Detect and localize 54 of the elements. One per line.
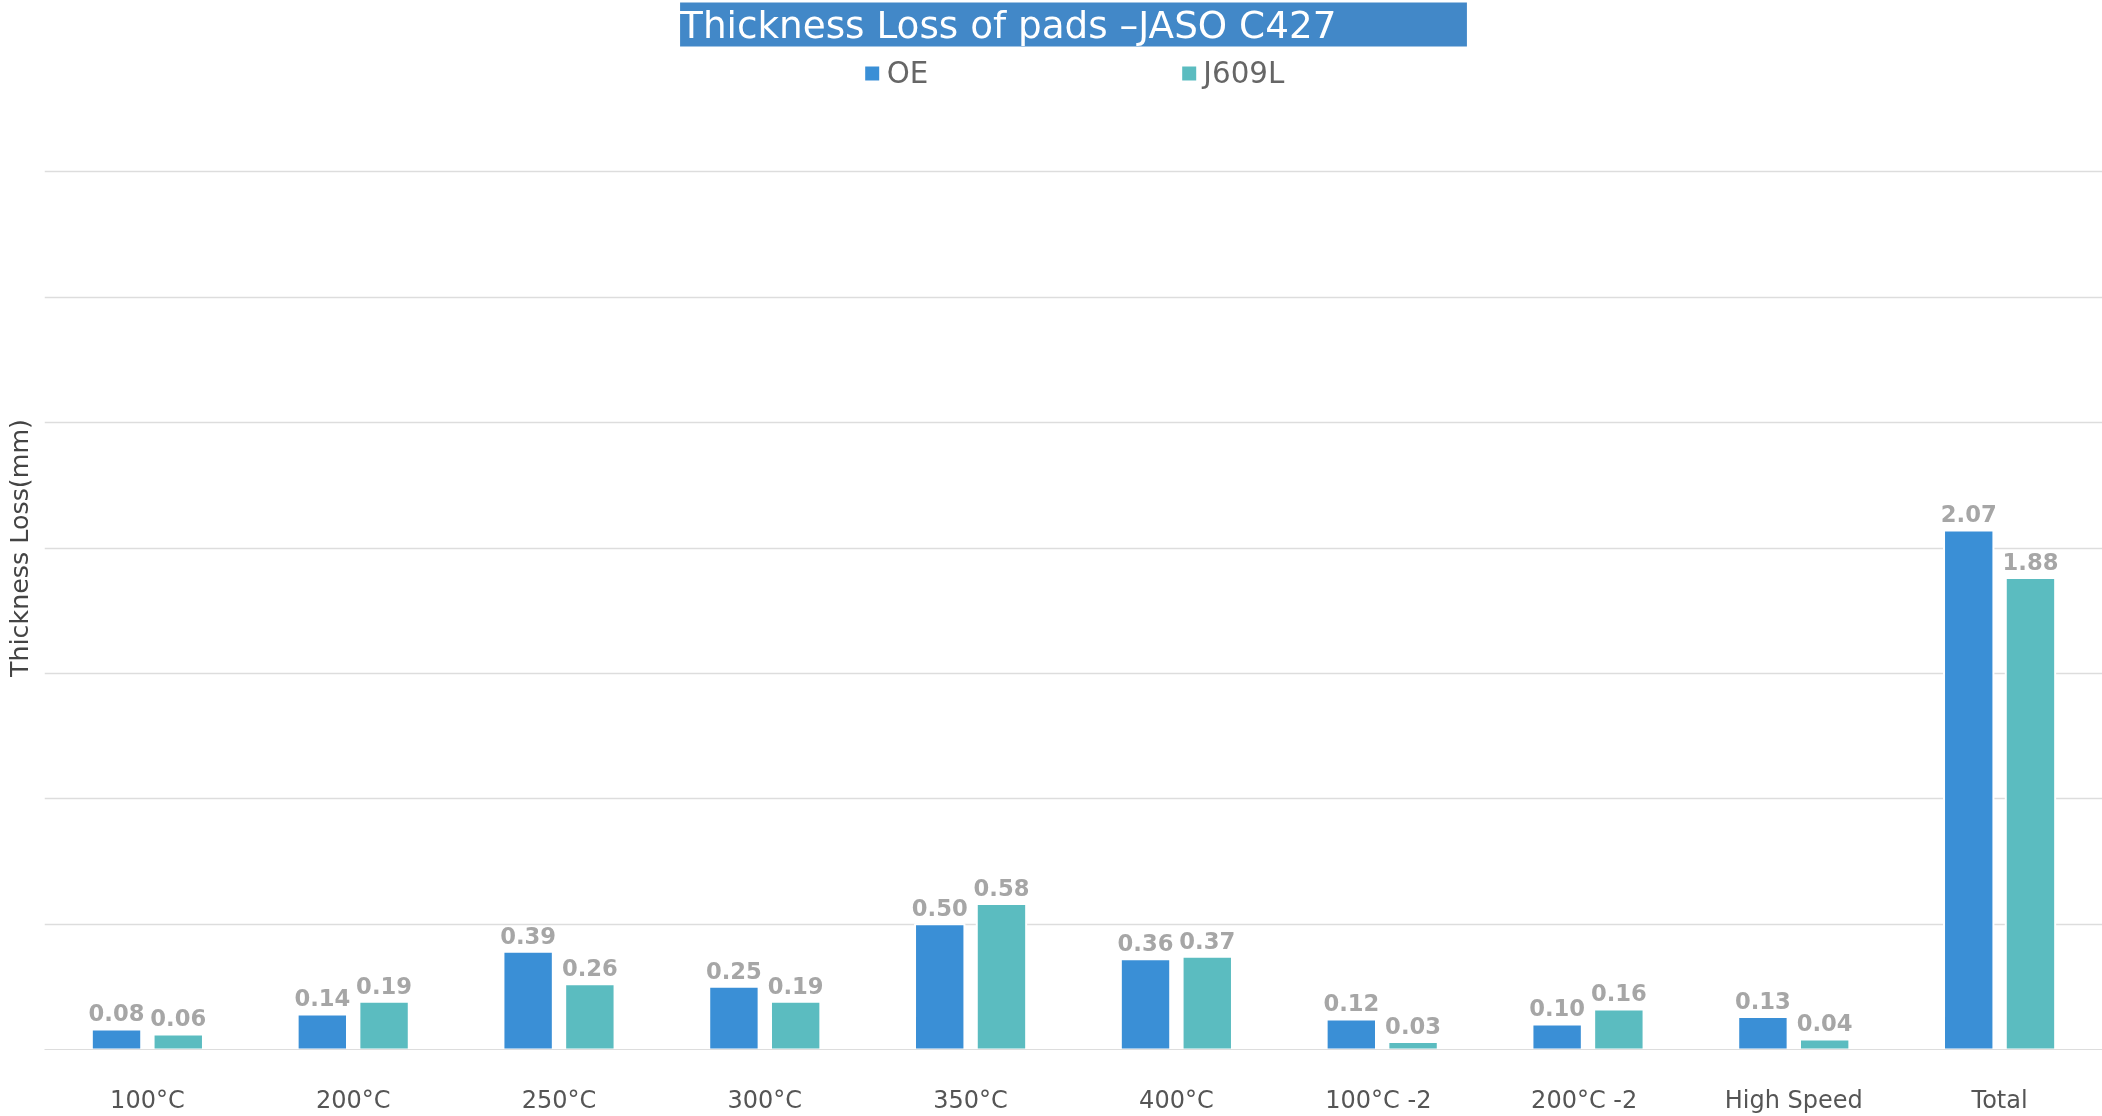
bar: [152, 1033, 204, 1050]
bar: [1119, 958, 1172, 1050]
x-tick-label: 100°C: [110, 1085, 185, 1114]
x-tick-label: 100°C -2: [1325, 1085, 1432, 1114]
bar: [358, 1000, 410, 1050]
bar: [296, 1013, 349, 1050]
data-label: 0.26: [561, 955, 618, 982]
data-label: 0.10: [1529, 995, 1586, 1022]
data-label: 0.19: [356, 972, 413, 999]
bar: [1943, 529, 1995, 1050]
data-label: 1.88: [2002, 549, 2059, 576]
data-label: 0.58: [973, 875, 1030, 902]
bar: [975, 903, 1028, 1050]
x-tick-label: 400°C: [1139, 1085, 1214, 1114]
data-label: 0.04: [1796, 1010, 1853, 1037]
data-label: 2.07: [1940, 501, 1997, 528]
data-label: 0.12: [1323, 990, 1380, 1017]
x-tick-label: 300°C: [727, 1085, 803, 1114]
bar: [1737, 1015, 1789, 1050]
bar: [502, 950, 554, 1050]
bar: [1593, 1008, 1645, 1050]
data-label: 0.25: [705, 957, 762, 984]
x-tick-label: 350°C: [933, 1085, 1008, 1114]
x-tick-label: High Speed: [1724, 1085, 1863, 1114]
bar: [90, 1028, 143, 1050]
data-label: 0.37: [1179, 927, 1236, 954]
bar: [564, 983, 616, 1050]
legend-label: OE: [886, 56, 929, 90]
bar: [1531, 1023, 1583, 1050]
data-label: 0.50: [911, 895, 968, 922]
x-tick-label: 250°C: [521, 1085, 597, 1114]
data-label: 0.19: [767, 972, 824, 999]
data-label: 0.13: [1734, 987, 1791, 1014]
chart-title: Thickness Loss of pads –JASO C427: [679, 2, 1337, 47]
data-label: 0.08: [88, 1000, 145, 1027]
legend-label: J609L: [1203, 56, 1285, 90]
bar: [1181, 955, 1233, 1050]
data-label: 0.14: [294, 985, 351, 1012]
data-label: 0.03: [1385, 1012, 1442, 1039]
y-axis-title: Thickness Loss(mm): [3, 419, 34, 678]
data-label: 0.16: [1590, 980, 1647, 1007]
bar: [914, 923, 966, 1050]
bar: [1325, 1018, 1378, 1050]
data-label: 0.36: [1117, 930, 1174, 957]
bar: [2004, 577, 2057, 1050]
bar: [1387, 1040, 1439, 1050]
x-tick-label: Total: [1970, 1085, 2028, 1114]
bar: [1798, 1038, 1851, 1050]
bar: [769, 1000, 822, 1050]
bar: [708, 985, 760, 1050]
data-label: 0.06: [150, 1005, 207, 1032]
x-tick-label: 200°C -2: [1531, 1085, 1638, 1114]
x-tick-label: 200°C: [315, 1085, 391, 1114]
data-label: 0.39: [500, 922, 557, 949]
